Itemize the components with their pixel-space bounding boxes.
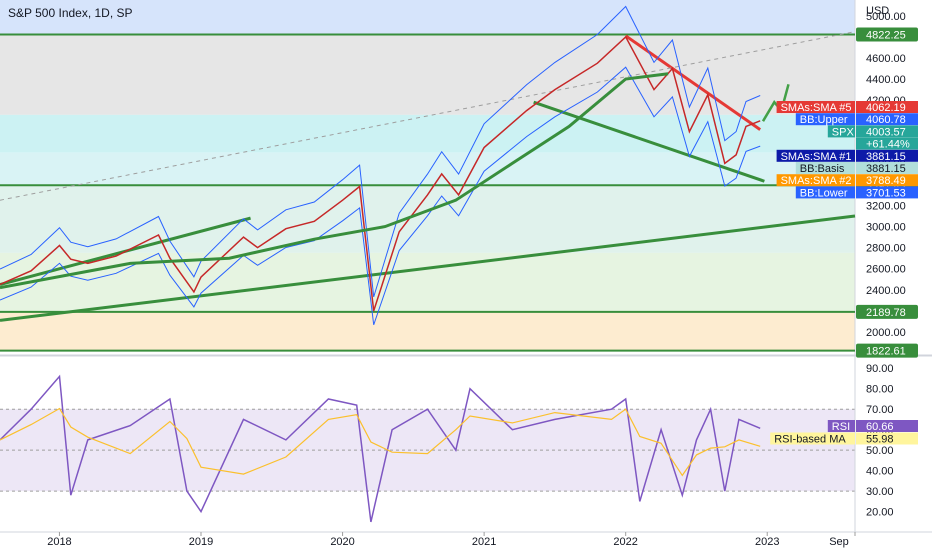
trendline-2 bbox=[533, 100, 765, 183]
indicator-value: 3881.15 bbox=[866, 151, 906, 163]
level-tag-bg bbox=[856, 343, 918, 358]
price-tick-label: 3000.00 bbox=[866, 222, 906, 234]
level-tag-text: 4822.25 bbox=[866, 30, 906, 42]
rsi-tick-label: 50.00 bbox=[866, 445, 894, 457]
rsi-label: RSI bbox=[832, 421, 850, 433]
indicator-label-bg bbox=[776, 101, 855, 113]
rsi-tick-label: 80.00 bbox=[866, 384, 894, 396]
indicator-label-bg bbox=[795, 162, 855, 174]
level-tag-text: 1822.61 bbox=[866, 346, 906, 358]
indicator-label-bg bbox=[795, 186, 855, 199]
indicator-value-bg bbox=[856, 137, 918, 150]
indicator-value: 4003.57 bbox=[866, 126, 906, 138]
indicator-value-bg bbox=[856, 125, 918, 138]
price-zone-5 bbox=[0, 252, 855, 312]
indicator-label: SMAs:SMA #2 bbox=[781, 175, 852, 187]
x-tick-label: 2020 bbox=[330, 536, 354, 548]
indicator-value-bg bbox=[856, 149, 918, 162]
x-tick-label: 2021 bbox=[472, 536, 496, 548]
indicator-label: BB:Basis bbox=[800, 163, 845, 175]
rsi-value: 60.66 bbox=[866, 421, 894, 433]
level-tag-bg bbox=[856, 304, 918, 319]
price-tick-label: 2000.00 bbox=[866, 327, 906, 339]
price-tick-label: 5000.00 bbox=[866, 11, 906, 23]
price-line bbox=[0, 35, 761, 312]
rsi-tick-label: 30.00 bbox=[866, 486, 894, 498]
indicator-label: SPX bbox=[832, 126, 855, 138]
indicator-value-bg bbox=[856, 113, 918, 126]
price-zone-0 bbox=[0, 0, 855, 35]
price-tick-label: 4400.00 bbox=[866, 74, 906, 86]
indicator-value-bg bbox=[856, 162, 918, 174]
indicator-label-bg bbox=[776, 149, 855, 162]
price-zone-2 bbox=[0, 114, 855, 153]
x-tick-label: 2019 bbox=[189, 536, 213, 548]
price-tick-label: 4600.00 bbox=[866, 53, 906, 65]
rsi-label: RSI-based MA bbox=[774, 434, 846, 446]
rsi-tick-label: 40.00 bbox=[866, 466, 894, 478]
x-tick-label: 2022 bbox=[613, 536, 637, 548]
price-zone-4 bbox=[0, 185, 855, 253]
x-tick-label: 2018 bbox=[47, 536, 71, 548]
rsi-value-bg bbox=[856, 432, 918, 445]
indicator-label-bg bbox=[776, 174, 855, 187]
price-axis-unit: USD bbox=[866, 5, 889, 17]
rsi-line bbox=[0, 374, 761, 523]
sma-long-line bbox=[0, 72, 669, 290]
rsi-label-bg bbox=[827, 420, 855, 432]
indicator-label: BB:Upper bbox=[800, 114, 848, 126]
indicator-label: SMAs:SMA #1 bbox=[781, 151, 852, 163]
indicator-label: BB:Lower bbox=[800, 187, 848, 199]
chart-title: S&P 500 Index, 1D, SP bbox=[8, 6, 133, 20]
rsi-label-bg bbox=[770, 432, 855, 445]
price-zone-1 bbox=[0, 34, 855, 115]
x-tick-label: 2023 bbox=[755, 536, 779, 548]
level-tag-bg bbox=[856, 27, 918, 42]
rsi-tick-label: 70.00 bbox=[866, 404, 894, 416]
rsi-ma-line bbox=[0, 407, 761, 477]
rsi-tick-label: 90.00 bbox=[866, 363, 894, 375]
indicator-label-bg bbox=[795, 113, 855, 126]
rsi-value: 55.98 bbox=[866, 434, 894, 446]
indicator-value: 3881.15 bbox=[866, 163, 906, 175]
trendline-4 bbox=[0, 31, 856, 201]
price-zone-3 bbox=[0, 152, 855, 186]
indicator-value: 4062.19 bbox=[866, 102, 906, 114]
price-tick-label: 2400.00 bbox=[866, 285, 906, 297]
trendline-0 bbox=[0, 214, 856, 322]
x-tick-label: Sep bbox=[829, 536, 849, 548]
indicator-value: 3788.49 bbox=[866, 175, 906, 187]
indicator-value: 4060.78 bbox=[866, 114, 906, 126]
bb-upper-line bbox=[0, 5, 761, 298]
price-tick-label: 2800.00 bbox=[866, 243, 906, 255]
level-tag-text: 2189.78 bbox=[866, 307, 906, 319]
price-tick-label: 2600.00 bbox=[866, 264, 906, 276]
indicator-value: 3701.53 bbox=[866, 187, 906, 199]
indicator-value-bg bbox=[856, 174, 918, 187]
indicator-value: +61.44% bbox=[866, 139, 910, 151]
price-zone-6 bbox=[0, 311, 855, 351]
indicator-label: SMAs:SMA #5 bbox=[781, 102, 852, 114]
rsi-value-bg bbox=[856, 420, 918, 432]
indicator-label-bg bbox=[827, 125, 855, 138]
rsi-tick-label: 20.00 bbox=[866, 507, 894, 519]
indicator-value-bg bbox=[856, 101, 918, 113]
price-tick-label: 3200.00 bbox=[866, 200, 906, 212]
indicator-value-bg bbox=[856, 186, 918, 199]
